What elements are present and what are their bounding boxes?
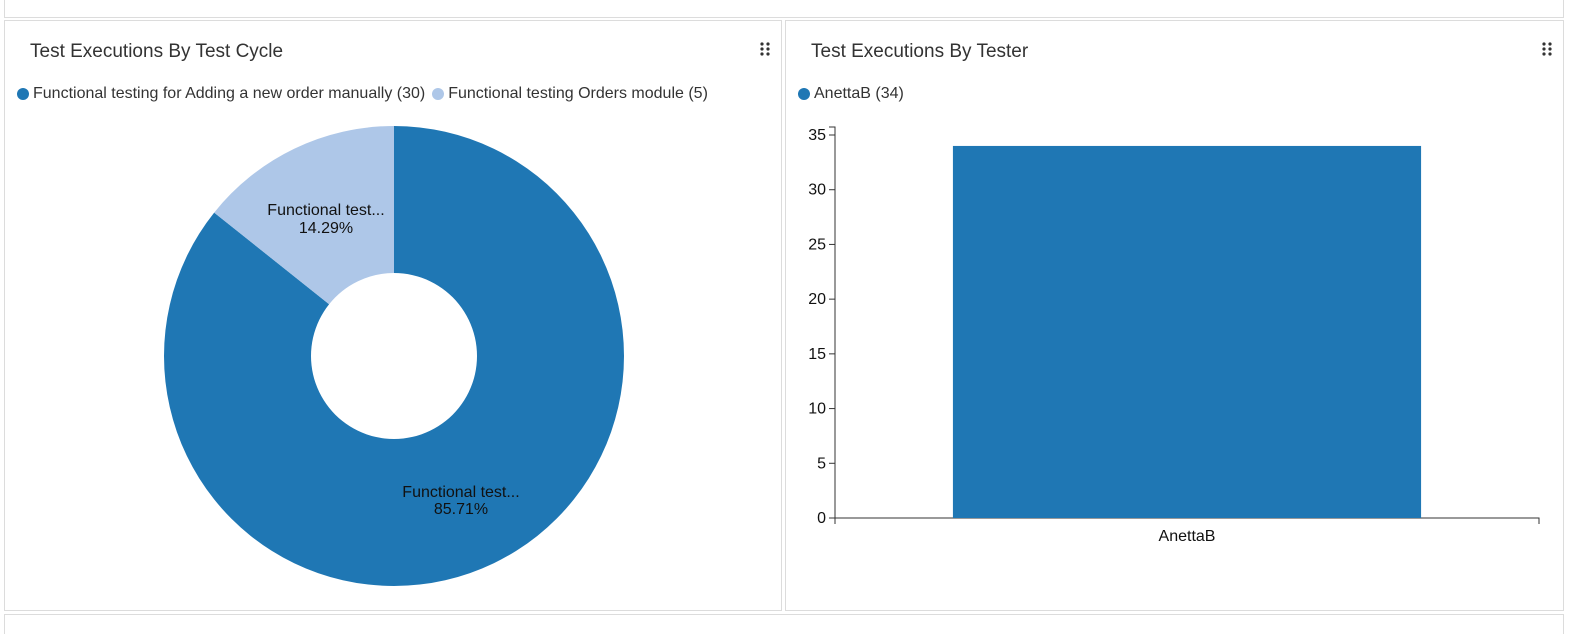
slice-percent: 85.71%: [434, 501, 488, 518]
y-tick-label: 10: [808, 401, 826, 418]
x-tick-label: AnettaB: [1159, 528, 1216, 545]
widget-title: Test Executions By Test Cycle: [30, 41, 284, 62]
widget-title: Test Executions By Tester: [811, 41, 1029, 62]
legend-label: Functional testing Orders module (5): [448, 85, 708, 102]
y-tick-label: 15: [808, 346, 826, 363]
legend-item[interactable]: AnettaB (34): [798, 85, 904, 103]
bar-chart: 0 5 10 15 20 25 30 35 AnettaB: [808, 126, 1540, 545]
slice-label: Functional test...: [402, 484, 519, 501]
donut-slice[interactable]: [163, 126, 624, 587]
legend-item[interactable]: Functional testing for Adding a new orde…: [17, 85, 425, 103]
y-tick-label: 0: [817, 510, 826, 527]
slice-label: Functional test...: [267, 202, 384, 219]
previous-widget-strip: [4, 0, 1564, 18]
x-axis-line: [834, 517, 1540, 524]
donut-chart: Functional test... 14.29% Functional tes…: [163, 126, 624, 587]
drag-handle-icon[interactable]: [759, 41, 771, 57]
y-tick-label: 35: [808, 127, 826, 144]
chart-legend: Functional testing for Adding a new orde…: [17, 85, 715, 103]
slice-percent: 14.29%: [299, 220, 353, 237]
test-cycle-widget: Test Executions By Test Cycle Functional…: [4, 20, 782, 611]
next-widget-strip: [4, 614, 1564, 634]
y-tick-label: 5: [817, 455, 826, 472]
legend-label: Functional testing for Adding a new orde…: [33, 85, 426, 102]
legend-dot-icon: [17, 88, 29, 100]
legend-dot-icon: [432, 88, 445, 100]
legend-item[interactable]: Functional testing Orders module (5): [432, 85, 708, 103]
y-tick-label: 20: [808, 291, 826, 308]
y-axis-line: [829, 126, 836, 518]
tester-widget: Test Executions By Tester AnettaB (34) 0…: [785, 20, 1564, 611]
donut-slice[interactable]: [214, 126, 394, 305]
legend-label: AnettaB (34): [814, 85, 904, 102]
legend-dot-icon: [798, 88, 810, 100]
drag-handle-icon[interactable]: [1541, 41, 1553, 57]
bar[interactable]: [952, 145, 1422, 518]
chart-legend: AnettaB (34): [798, 85, 911, 103]
y-tick-label: 30: [808, 182, 826, 199]
y-tick-label: 25: [808, 236, 826, 253]
